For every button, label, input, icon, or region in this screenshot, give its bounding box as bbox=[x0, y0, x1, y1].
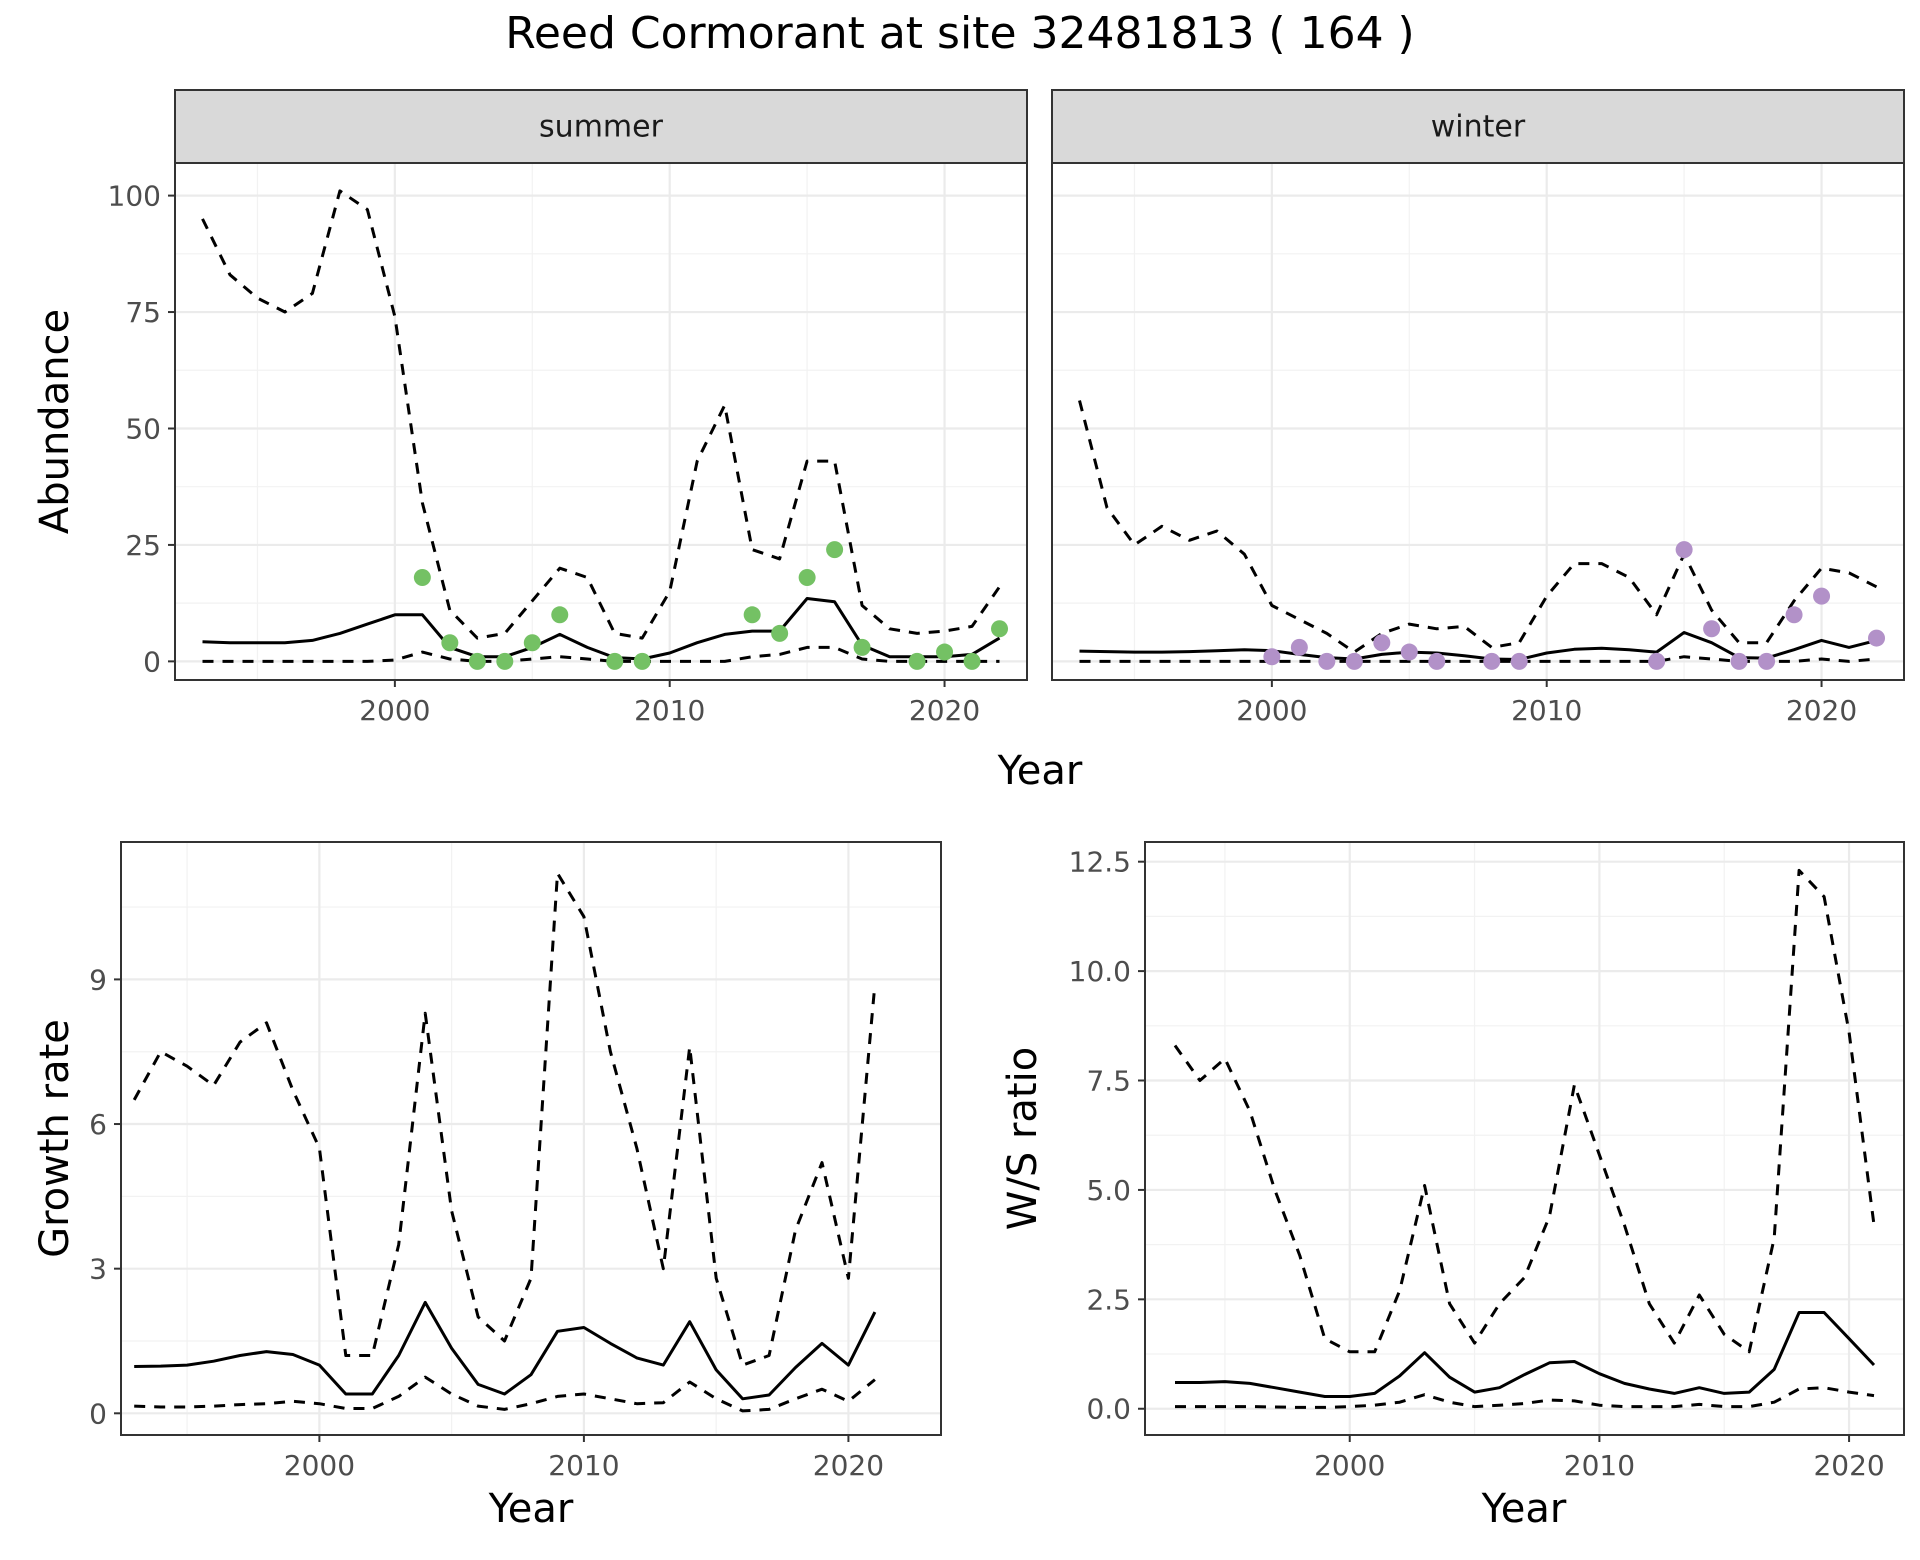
y-tick-label: 10.0 bbox=[1069, 955, 1131, 988]
x-tick-label: 2000 bbox=[1236, 694, 1307, 727]
x-tick-label: 2020 bbox=[1786, 694, 1857, 727]
series-line-mean bbox=[134, 1300, 877, 1401]
data-point bbox=[496, 652, 514, 670]
data-point bbox=[1813, 587, 1831, 605]
x-axis-title: Year bbox=[488, 1486, 574, 1532]
x-tick-label: 2010 bbox=[1511, 694, 1582, 727]
series-line-lower bbox=[134, 1375, 876, 1413]
data-point bbox=[771, 624, 789, 642]
data-point bbox=[1318, 652, 1336, 670]
data-point bbox=[1648, 652, 1666, 670]
data-point bbox=[1400, 643, 1418, 661]
data-point bbox=[633, 652, 651, 670]
x-axis-title: Year bbox=[1481, 1486, 1567, 1532]
x-axis-title-shared: Year bbox=[997, 748, 1083, 794]
data-point bbox=[1675, 541, 1693, 559]
panel-border bbox=[1051, 162, 1905, 681]
y-tick-label: 5.0 bbox=[1086, 1174, 1131, 1207]
data-point bbox=[1703, 620, 1721, 638]
data-point bbox=[908, 652, 926, 670]
data-point bbox=[1483, 652, 1501, 670]
panel-border bbox=[120, 841, 942, 1436]
y-tick-label: 100 bbox=[108, 180, 161, 213]
y-tick-label: 25 bbox=[125, 529, 161, 562]
data-point bbox=[468, 652, 486, 670]
x-tick-label: 2020 bbox=[1813, 1449, 1884, 1482]
data-point bbox=[1868, 629, 1886, 647]
series-line-mean bbox=[1175, 1311, 1876, 1398]
y-tick-label: 12.5 bbox=[1069, 846, 1131, 879]
data-point bbox=[798, 569, 816, 587]
data-point bbox=[441, 634, 459, 652]
x-tick-label: 2000 bbox=[1314, 1449, 1385, 1482]
data-point bbox=[1785, 606, 1803, 624]
y-tick-label: 50 bbox=[125, 412, 161, 445]
x-tick-label: 2020 bbox=[813, 1449, 884, 1482]
y-tick-label: 3 bbox=[89, 1253, 107, 1286]
y-tick-label: 2.5 bbox=[1086, 1283, 1131, 1316]
x-tick-label: 2020 bbox=[909, 694, 980, 727]
data-point bbox=[963, 652, 981, 670]
data-point bbox=[826, 541, 844, 559]
y-tick-label: 6 bbox=[89, 1108, 107, 1141]
facet-strip-label: summer bbox=[539, 110, 664, 145]
panel-winter: winter 2000 2010 2020 bbox=[1051, 89, 1905, 727]
data-point bbox=[1428, 652, 1446, 670]
x-tick-label: 2010 bbox=[1564, 1449, 1635, 1482]
series-line-upper bbox=[1173, 868, 1876, 1354]
y-tick-label: 75 bbox=[125, 296, 161, 329]
series-line-lower bbox=[1175, 1386, 1875, 1409]
y-axis-title: Abundance bbox=[32, 309, 78, 534]
y-tick-label: 7.5 bbox=[1086, 1065, 1131, 1098]
series-line-upper bbox=[1078, 400, 1878, 654]
y-axis-title: W/S ratio bbox=[1000, 1047, 1046, 1230]
data-point bbox=[936, 643, 954, 661]
figure-title: Reed Cormorant at site 32481813 ( 164 ) bbox=[505, 8, 1414, 59]
data-point bbox=[551, 606, 569, 624]
x-tick-label: 2000 bbox=[284, 1449, 355, 1482]
x-tick-label: 2010 bbox=[634, 694, 705, 727]
data-point bbox=[1290, 638, 1308, 656]
data-point bbox=[853, 638, 871, 656]
series-line-upper bbox=[132, 871, 877, 1367]
series-line-mean bbox=[1079, 631, 1877, 661]
series-line-upper bbox=[201, 189, 1001, 640]
panel-growth: 2000 2010 2020 0 3 6 9 Growth rate Year bbox=[32, 841, 942, 1532]
data-point bbox=[991, 620, 1009, 638]
y-tick-label: 0 bbox=[89, 1397, 107, 1430]
panel-border bbox=[1144, 841, 1905, 1436]
data-point bbox=[413, 569, 431, 587]
facet-strip-label: winter bbox=[1431, 110, 1526, 145]
x-tick-label: 2000 bbox=[359, 694, 430, 727]
data-point bbox=[606, 652, 624, 670]
data-point bbox=[1263, 648, 1281, 666]
y-tick-label: 9 bbox=[89, 963, 107, 996]
facet-strip bbox=[174, 89, 1028, 164]
data-point bbox=[1510, 652, 1528, 670]
data-point bbox=[1345, 652, 1363, 670]
x-tick-label: 2010 bbox=[548, 1449, 619, 1482]
series-line-lower bbox=[202, 645, 1000, 663]
facet-strip bbox=[1051, 89, 1905, 164]
data-point bbox=[1758, 652, 1776, 670]
y-tick-label: 0 bbox=[143, 645, 161, 678]
y-tick-label: 0.0 bbox=[1086, 1393, 1131, 1426]
panel-ratio: 2000 2010 2020 0.0 2.5 5.0 7.5 10.0 12.5 W/S rati… bbox=[1000, 841, 1905, 1532]
plots: summer 2000 2010 2020 0 25 50 75 100 Abundance win… bbox=[32, 89, 1905, 1532]
y-axis-title: Growth rate bbox=[32, 1019, 78, 1258]
data-point bbox=[523, 634, 541, 652]
data-point bbox=[1373, 634, 1391, 652]
panel-summer: summer 2000 2010 2020 0 25 50 75 100 Abundance bbox=[32, 89, 1028, 727]
data-point bbox=[1730, 652, 1748, 670]
data-point bbox=[743, 606, 761, 624]
